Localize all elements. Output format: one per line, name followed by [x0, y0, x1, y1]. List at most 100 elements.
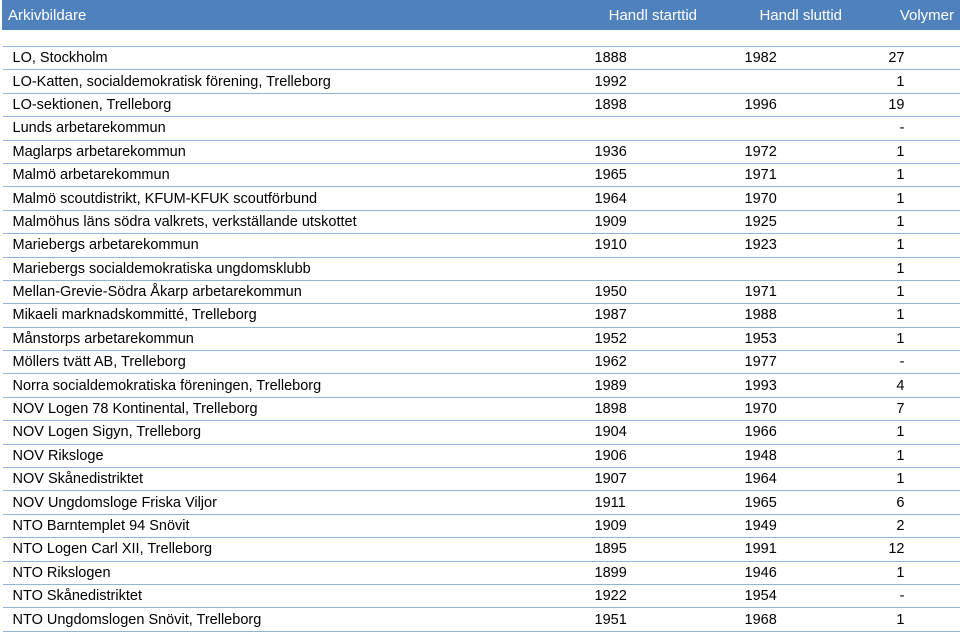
cell-end: [702, 116, 848, 141]
table-row[interactable]: NTO Skånedistriktet 1922 1954-: [2, 584, 960, 609]
table-row[interactable]: Norra socialdemokratiska föreningen, Tre…: [2, 373, 960, 398]
table-header: Arkivbildare Handl starttid Handl slutti…: [2, 0, 960, 30]
cell-start: 1910: [592, 233, 703, 258]
cell-volymer: 1: [847, 607, 960, 632]
column-header-end[interactable]: Handl sluttid: [702, 0, 848, 30]
cell-arkivbildare: Månstorps arbetarekommun: [2, 327, 593, 352]
cell-start: 1895: [592, 537, 703, 562]
cell-end: 1964: [702, 467, 848, 492]
spacer-cell: [2, 29, 960, 47]
table-row[interactable]: Lunds arbetarekommun -: [2, 116, 960, 141]
cell-volymer: 19: [847, 93, 960, 118]
cell-volymer: 2: [847, 514, 960, 539]
cell-arkivbildare: Mariebergs socialdemokratiska ungdomsklu…: [2, 257, 593, 281]
column-header-start[interactable]: Handl starttid: [592, 0, 703, 30]
cell-end: 1953: [702, 327, 848, 352]
cell-volymer: 1: [847, 257, 960, 281]
cell-volymer: 12: [847, 537, 960, 562]
cell-arkivbildare: LO-sektionen, Trelleborg: [2, 93, 593, 118]
cell-volymer: -: [847, 584, 960, 609]
cell-volymer: 1: [847, 210, 960, 235]
cell-start: 1950: [592, 280, 703, 305]
cell-arkivbildare: Malmö scoutdistrikt, KFUM-KFUK scoutförb…: [2, 186, 593, 211]
cell-volymer: -: [847, 116, 960, 141]
table-row[interactable]: NOV Logen Sigyn, Trelleborg 1904 1966 1: [2, 420, 960, 445]
cell-arkivbildare: NTO Logen Carl XII, Trelleborg: [2, 537, 593, 562]
cell-end: 1971: [702, 280, 848, 305]
cell-start: 1909: [592, 210, 703, 235]
cell-arkivbildare: Mellan-Grevie-Södra Åkarp arbetarekommun: [2, 280, 593, 305]
cell-arkivbildare: Malmöhus läns södra valkrets, verkställa…: [2, 210, 593, 235]
table-row[interactable]: Maglarps arbetarekommun 1936 1972 1: [2, 140, 960, 164]
cell-volymer: 6: [847, 490, 960, 515]
cell-end: 1977: [702, 350, 848, 375]
cell-arkivbildare: NTO Skånedistriktet: [2, 584, 593, 609]
table-row[interactable]: NTO Logen Carl XII, Trelleborg 1895 1991 12: [2, 537, 960, 562]
cell-start: 1899: [592, 561, 703, 585]
cell-start: 1909: [592, 514, 703, 539]
cell-end: 1988: [702, 303, 848, 328]
header-row: Arkivbildare Handl starttid Handl slutti…: [2, 0, 960, 30]
table-row[interactable]: Malmö arbetarekommun 1965 1971 1: [2, 163, 960, 188]
table-row[interactable]: LO-Katten, socialdemokratisk förening, T…: [2, 69, 960, 94]
cell-end: 1966: [702, 420, 848, 445]
table-row[interactable]: Malmö scoutdistrikt, KFUM-KFUK scoutförb…: [2, 186, 960, 211]
table-row[interactable]: Mikaeli marknadskommitté, Trelleborg 1987…: [2, 303, 960, 328]
cell-end: 1925: [702, 210, 848, 235]
cell-end: 1948: [702, 444, 848, 469]
cell-start: 1911: [592, 490, 703, 515]
cell-arkivbildare: NTO Rikslogen: [2, 561, 593, 585]
cell-start: [592, 257, 703, 281]
cell-end: 1946: [702, 561, 848, 585]
column-header-volymer[interactable]: Volymer: [847, 0, 960, 30]
column-header-arkivbildare[interactable]: Arkivbildare: [2, 0, 593, 30]
cell-start: 1936: [592, 140, 703, 164]
table-row[interactable]: LO, Stockholm 1888 1982 27: [2, 46, 960, 71]
cell-start: 1898: [592, 93, 703, 118]
table-row[interactable]: NOV Skånedistriktet 1907 1964 1: [2, 467, 960, 492]
table-row[interactable]: Månstorps arbetarekommun 1952 1953 1: [2, 327, 960, 352]
table-row[interactable]: NOV Riksloge 1906 1948 1: [2, 444, 960, 469]
cell-arkivbildare: NOV Riksloge: [2, 444, 593, 469]
table-row[interactable]: NTO Barntemplet 94 Snövit 1909 1949 2: [2, 514, 960, 539]
cell-start: 1989: [592, 373, 703, 398]
table-row[interactable]: NTO Rikslogen 1899 1946 1: [2, 561, 960, 585]
cell-arkivbildare: Maglarps arbetarekommun: [2, 140, 593, 164]
table-row[interactable]: NOV Ungdomsloge Friska Viljor 1911 1965 6: [2, 490, 960, 515]
table-row[interactable]: LO-sektionen, Trelleborg 1898 1996 19: [2, 93, 960, 118]
cell-arkivbildare: Möllers tvätt AB, Trelleborg: [2, 350, 593, 375]
cell-arkivbildare: NOV Logen Sigyn, Trelleborg: [2, 420, 593, 445]
cell-end: 1970: [702, 397, 848, 422]
cell-volymer: 1: [847, 561, 960, 585]
cell-start: 1904: [592, 420, 703, 445]
cell-end: 1949: [702, 514, 848, 539]
cell-volymer: 1: [847, 467, 960, 492]
table-row[interactable]: NTO Ungdomslogen Snövit, Trelleborg 1951 1…: [2, 607, 960, 632]
cell-arkivbildare: NTO Barntemplet 94 Snövit: [2, 514, 593, 539]
cell-end: 1996: [702, 93, 848, 118]
cell-start: 1888: [592, 46, 703, 71]
cell-start: 1906: [592, 444, 703, 469]
table-row[interactable]: Mariebergs arbetarekommun 1910 1923 1: [2, 233, 960, 258]
cell-arkivbildare: LO-Katten, socialdemokratisk förening, T…: [2, 69, 593, 94]
table-row[interactable]: Mellan-Grevie-Södra Åkarp arbetarekommun…: [2, 280, 960, 305]
cell-volymer: 1: [847, 327, 960, 352]
cell-arkivbildare: LO, Stockholm: [2, 46, 593, 71]
cell-end: 1965: [702, 490, 848, 515]
table-row[interactable]: Möllers tvätt AB, Trelleborg 1962 1977-: [2, 350, 960, 375]
table-row[interactable]: NOV Logen 78 Kontinental, Trelleborg 1898…: [2, 397, 960, 422]
cell-arkivbildare: Norra socialdemokratiska föreningen, Tre…: [2, 373, 593, 398]
cell-volymer: 7: [847, 397, 960, 422]
cell-start: 1898: [592, 397, 703, 422]
cell-end: 1982: [702, 46, 848, 71]
cell-volymer: 1: [847, 163, 960, 188]
table-row[interactable]: Mariebergs socialdemokratiska ungdomsklu…: [2, 257, 960, 281]
cell-volymer: 1: [847, 444, 960, 469]
cell-end: 1968: [702, 607, 848, 632]
cell-end: 1972: [702, 140, 848, 164]
table-row[interactable]: Malmöhus läns södra valkrets, verkställa…: [2, 210, 960, 235]
cell-arkivbildare: Mikaeli marknadskommitté, Trelleborg: [2, 303, 593, 328]
cell-volymer: 1: [847, 140, 960, 164]
cell-start: 1965: [592, 163, 703, 188]
